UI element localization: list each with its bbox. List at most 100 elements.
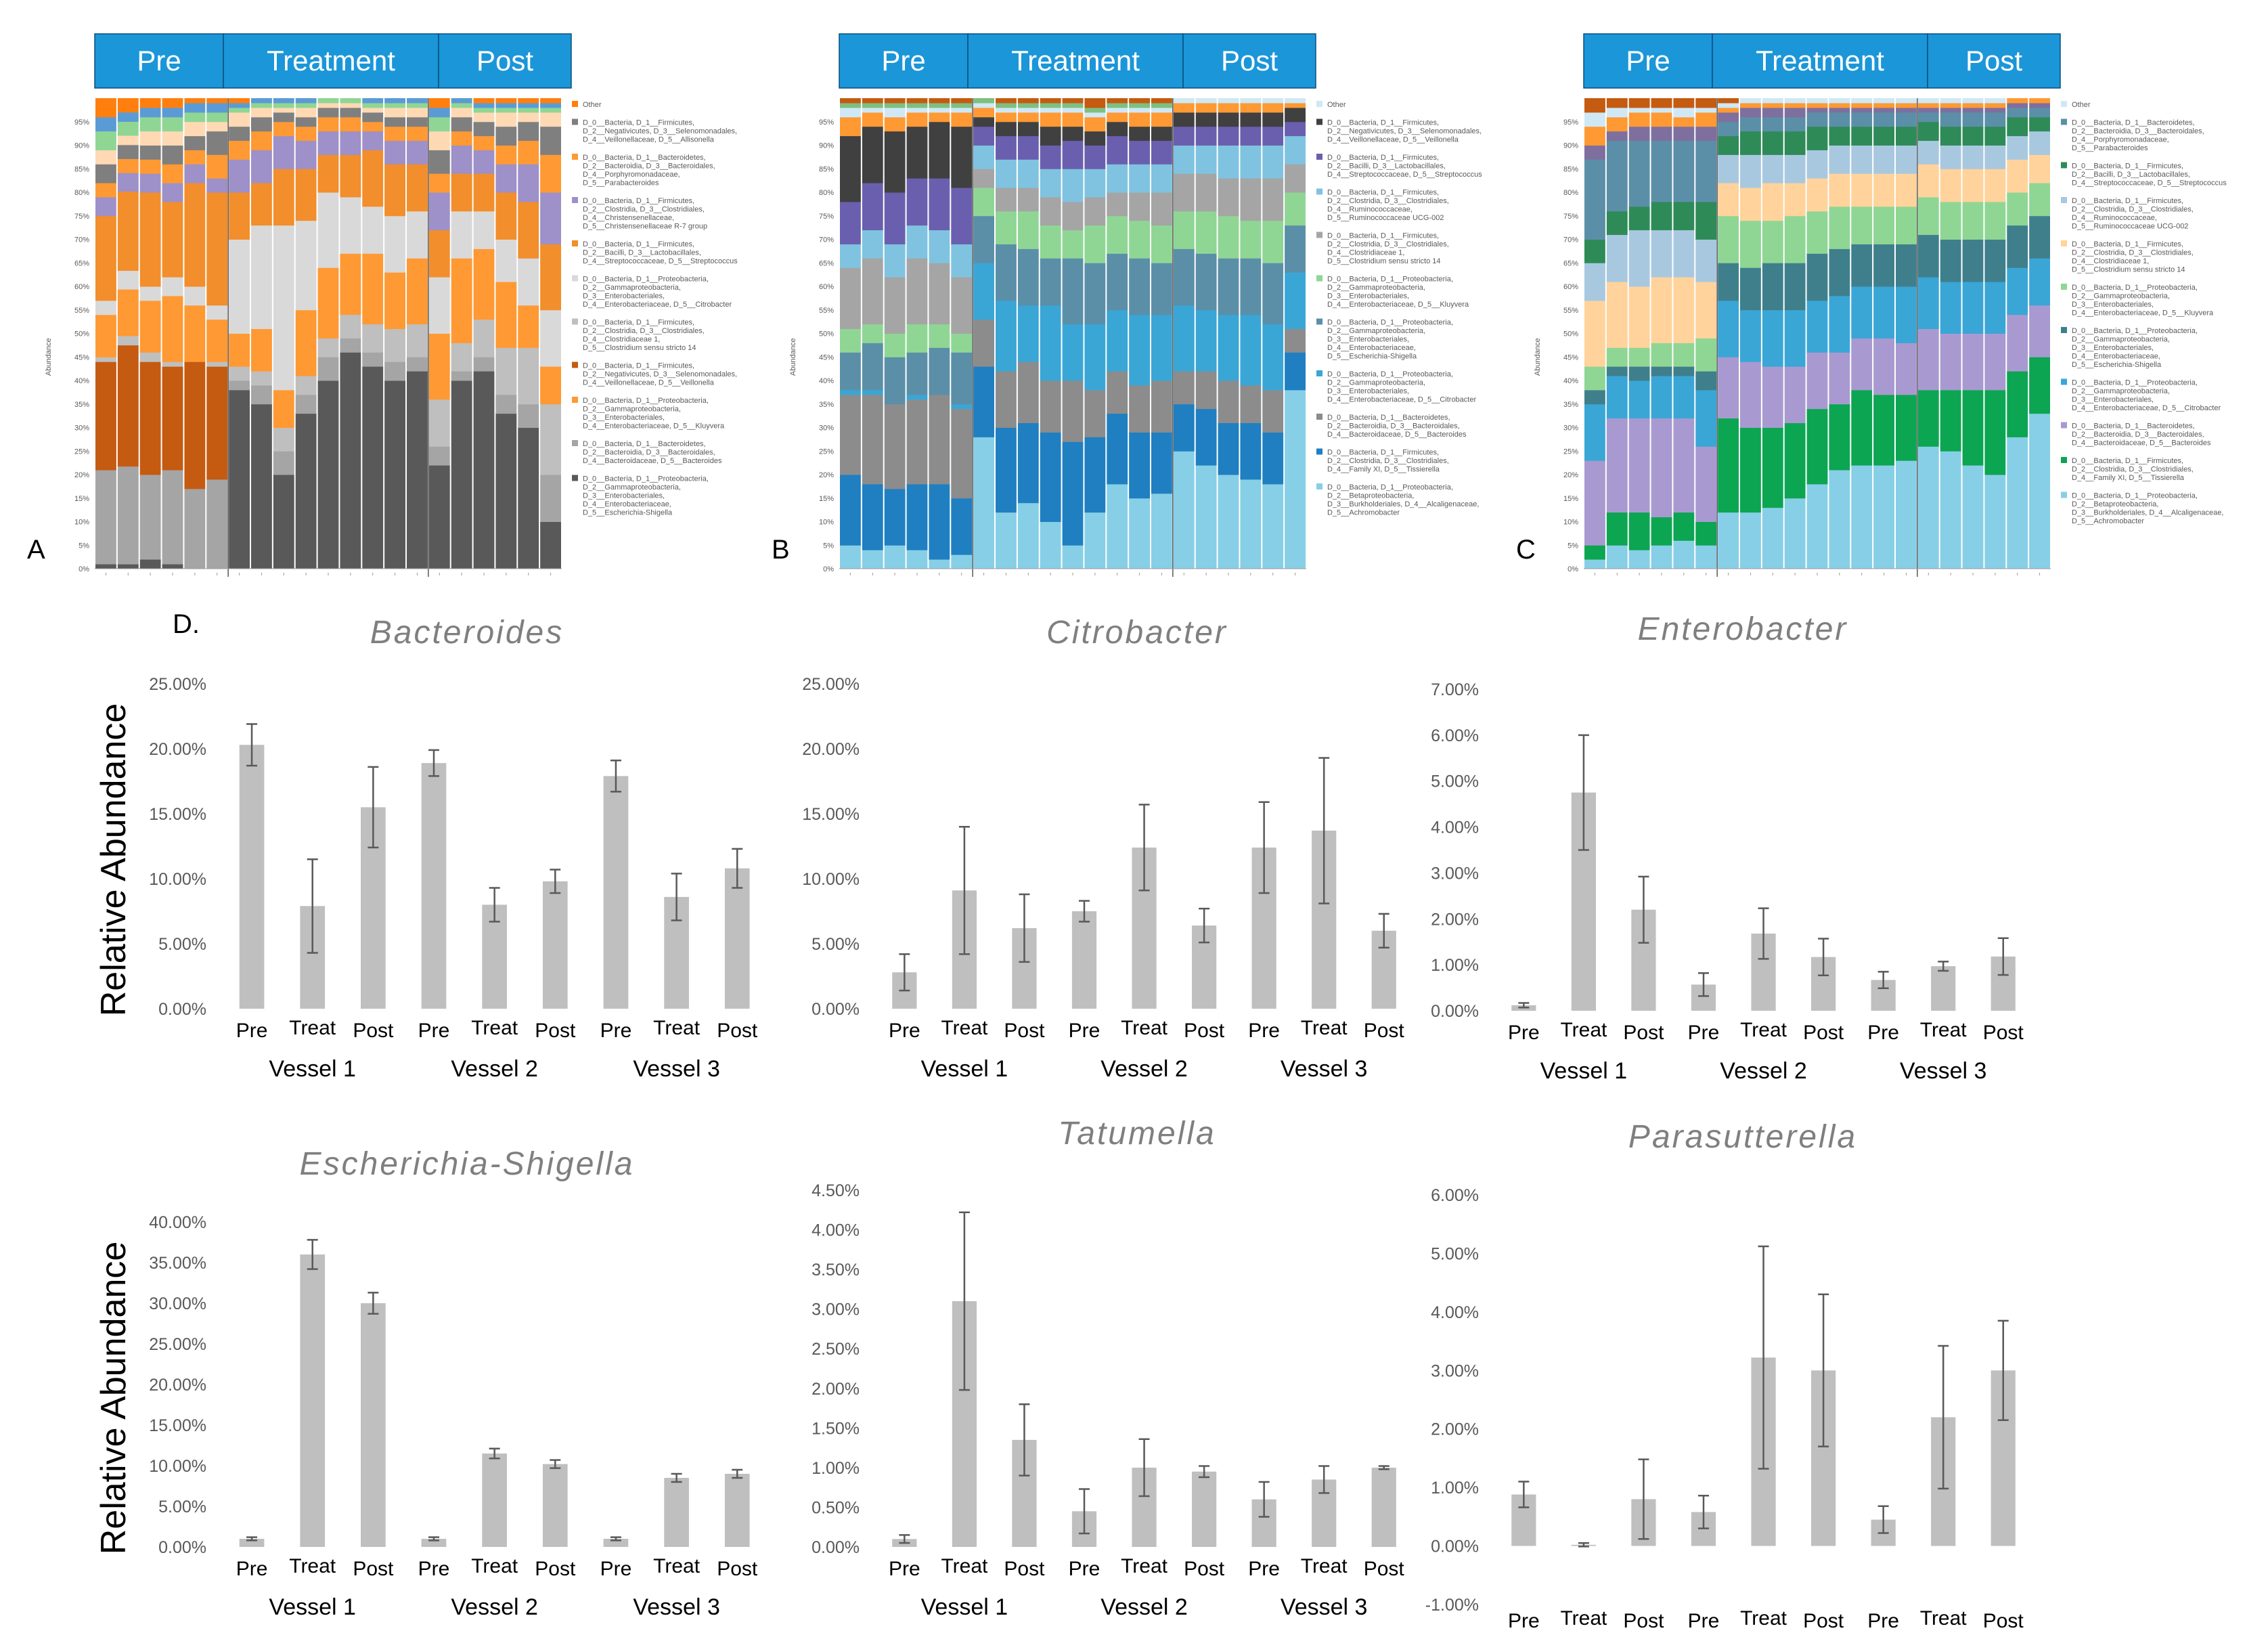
stack-segment: [1695, 521, 1717, 546]
legend-label: D_0__Bacteria, D_1__Firmicutes, D_2__Baci…: [583, 240, 738, 265]
stack-segment: [906, 112, 928, 127]
legend-label: D_0__Bacteria, D_1__Firmicutes, D_2__Nega…: [583, 119, 737, 144]
stack-segment: [884, 131, 906, 193]
legend-swatch: [2061, 491, 2067, 498]
stack-segment: [1218, 126, 1239, 146]
stack-segment: [206, 98, 228, 104]
stack-segment: [996, 159, 1017, 188]
stack-segment: [1829, 107, 1850, 113]
stack-segment: [906, 225, 928, 259]
stack-segment: [384, 140, 405, 165]
stack-segment: [1784, 102, 1806, 108]
stack-segment: [2007, 98, 2028, 104]
stack-segment: [1917, 196, 1939, 236]
y-tick-label: 5.00%: [158, 935, 206, 954]
stack-segment: [1240, 258, 1262, 315]
stack-segment: [1962, 465, 1984, 569]
y-tick-label: 60%: [819, 283, 834, 291]
stack-segment: [384, 215, 405, 273]
legend-label: D_0__Bacteria, D_1__Firmicutes, D_2__Clos…: [583, 197, 707, 231]
stack-segment: [518, 98, 539, 104]
stack-segment: [884, 244, 906, 278]
stack-segment: [251, 371, 272, 386]
stack-segment: [1896, 244, 1917, 287]
stack-segment: [273, 427, 294, 452]
stack-segment: [495, 145, 517, 165]
stack-segment: [1762, 131, 1783, 155]
y-axis-label: Abundance: [45, 338, 53, 376]
stack-segment: [1129, 220, 1150, 259]
stack-segment: [1040, 196, 1061, 226]
stack-segment: [1606, 366, 1628, 376]
stack-segment: [1628, 512, 1650, 550]
stack-segment: [495, 394, 517, 414]
stack-segment: [184, 102, 206, 113]
stack-segment: [1017, 159, 1039, 188]
stack-segment: [1606, 98, 1628, 108]
x-phase-label: Treat: [289, 1017, 336, 1039]
stack-segment: [206, 192, 228, 306]
stack-segment: [317, 192, 339, 268]
y-tick-label: 6.00%: [1431, 726, 1479, 745]
stack-segment: [1040, 126, 1061, 146]
stack-segment: [384, 362, 405, 381]
stack-segment: [1195, 126, 1217, 146]
stack-segment: [951, 408, 973, 499]
stack-segment: [1940, 239, 1961, 282]
stack-segment: [184, 135, 206, 150]
stack-segment: [362, 131, 384, 150]
stack-segment: [251, 328, 272, 372]
stack-segment: [1740, 267, 1761, 311]
stack-segment: [540, 192, 561, 244]
stack-segment: [996, 102, 1017, 108]
stack-segment: [1062, 380, 1084, 442]
stack-segment: [1695, 371, 1717, 391]
stack-segment: [2007, 225, 2028, 268]
stack-segment: [1195, 98, 1217, 104]
y-tick-label: 25.00%: [802, 675, 860, 694]
y-tick-label: 40%: [1563, 377, 1578, 385]
stack-segment: [451, 116, 472, 132]
stack-segment: [1129, 498, 1150, 569]
y-tick-label: 15.00%: [802, 805, 860, 824]
x-phase-label: Treat: [1920, 1019, 1967, 1041]
stack-segment: [407, 102, 428, 108]
stack-segment: [1584, 112, 1605, 127]
stack-segment: [1917, 164, 1939, 198]
stack-segment: [384, 116, 405, 127]
stack-segment: [1584, 263, 1605, 301]
legend-label: D_0__Bacteria, D_1__Proteobacteria, D_2__…: [1327, 276, 1469, 309]
stack-segment: [251, 107, 272, 118]
stack-segment: [340, 154, 361, 198]
stack-segment: [384, 272, 405, 330]
stack-segment: [1017, 102, 1039, 108]
stack-segment: [1606, 140, 1628, 212]
stack-segment: [117, 144, 139, 159]
stack-segment: [162, 564, 183, 569]
y-tick-label: 25%: [1563, 447, 1578, 456]
x-phase-label: Post: [1983, 1022, 2024, 1044]
stack-segment: [1173, 145, 1195, 174]
x-phase-label: Treat: [941, 1555, 988, 1577]
bar: [724, 1474, 750, 1547]
y-tick-label: 40.00%: [149, 1213, 206, 1232]
x-phase-label: Treat: [1560, 1019, 1607, 1041]
stack-segment: [1606, 131, 1628, 141]
stack-segment: [1107, 107, 1128, 113]
stack-segment: [162, 145, 183, 165]
y-tick-label: 70%: [1563, 236, 1578, 244]
stack-segment: [1673, 512, 1695, 541]
stack-segment: [973, 107, 994, 118]
vessel-label: Vessel 1: [921, 1056, 1008, 1082]
y-tick-label: 80%: [74, 189, 89, 197]
stack-segment: [1195, 371, 1217, 410]
stack-segment: [1829, 206, 1850, 249]
stack-segment: [229, 239, 250, 334]
x-phase-label: Treat: [471, 1017, 518, 1039]
stack-segment: [251, 403, 272, 569]
y-tick-label: 10.00%: [149, 870, 206, 889]
stack-segment: [251, 98, 272, 104]
phase-header-box: [839, 33, 969, 89]
stack-segment: [1740, 107, 1761, 118]
